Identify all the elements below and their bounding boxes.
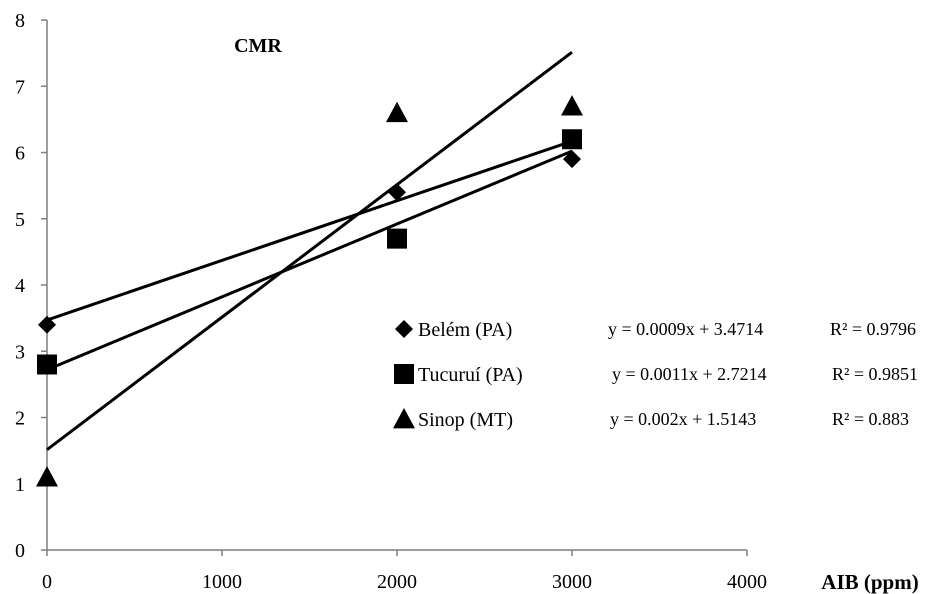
y-tick-label: 4 [15, 275, 25, 297]
y-tick-label: 6 [15, 143, 25, 165]
y-tick-label: 7 [15, 76, 25, 98]
legend-marker-series-0 [395, 320, 413, 338]
data-point-series-1 [37, 355, 57, 375]
y-tick-label: 1 [15, 474, 25, 496]
data-point-series-1 [562, 129, 582, 149]
trendline-equation-series-0: y = 0.0009x + 3.4714 [608, 319, 763, 339]
x-axis-title: AIB (ppm) [821, 570, 918, 594]
data-point-series-2 [36, 466, 58, 486]
y-tick-label: 0 [15, 540, 25, 562]
legend-marker-series-2 [393, 408, 415, 428]
legend-label-series-1: Tucuruí (PA) [418, 364, 523, 386]
trendline-equation-series-2: y = 0.002x + 1.5143 [610, 409, 756, 429]
legend-label-series-0: Belém (PA) [418, 319, 512, 341]
data-point-series-2 [386, 102, 408, 122]
y-tick-label: 3 [15, 341, 25, 363]
data-point-series-1 [387, 229, 407, 249]
legend-marker-series-1 [394, 364, 414, 384]
x-tick-label: 2000 [377, 571, 417, 593]
x-tick-label: 0 [42, 571, 52, 593]
chart-title: CMR [234, 35, 282, 57]
trendline-series-2 [47, 52, 572, 450]
r-squared-series-2: R² = 0.883 [832, 409, 909, 429]
y-tick-label: 8 [15, 10, 25, 32]
x-tick-label: 1000 [202, 571, 242, 593]
y-tick-label: 2 [15, 408, 25, 430]
r-squared-series-1: R² = 0.9851 [832, 364, 918, 384]
y-tick-label: 5 [15, 209, 25, 231]
trendlines [47, 52, 572, 450]
legend: Belém (PA) y = 0.0009x + 3.4714 R² = 0.979… [393, 319, 918, 431]
trendline-equation-series-1: y = 0.0011x + 2.7214 [612, 364, 767, 384]
trendline-series-0 [47, 141, 572, 320]
data-point-series-2 [561, 95, 583, 115]
x-tick-label: 4000 [727, 571, 767, 593]
x-tick-label: 3000 [552, 571, 592, 593]
legend-label-series-2: Sinop (MT) [418, 409, 513, 431]
r-squared-series-0: R² = 0.9796 [830, 319, 916, 339]
axes: 0 1 2 3 4 5 6 7 8 0 1000 2000 3000 4000 [15, 10, 767, 593]
